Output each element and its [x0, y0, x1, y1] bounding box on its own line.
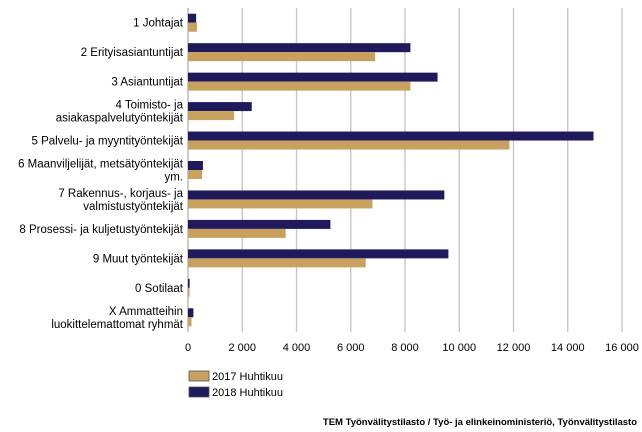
- bar-2018-huhtikuu: [188, 43, 411, 53]
- bar-2017-huhtikuu: [188, 22, 197, 32]
- x-tick-label: 10 000: [442, 342, 476, 354]
- bar-2017-huhtikuu: [188, 258, 366, 268]
- bar-2017-huhtikuu: [188, 140, 510, 150]
- x-axis: 0 2 000 4 000 6 000 8 000 10 000 12 000 14 000 1…: [185, 342, 639, 354]
- bar-2017-huhtikuu: [188, 317, 192, 327]
- bar-2017-huhtikuu: [188, 228, 286, 238]
- bar-2018-huhtikuu: [188, 161, 203, 170]
- category-label-line: 6 Maanviljelijät, metsätyöntekijät: [18, 159, 184, 171]
- category-label: 3 Asiantuntijat: [111, 77, 183, 89]
- category-label: 1 Johtajat: [133, 18, 184, 30]
- bar-2018-huhtikuu: [188, 278, 190, 288]
- bar-2018-huhtikuu: [188, 13, 197, 23]
- x-tick-label: 14 000: [551, 342, 585, 354]
- x-tick-label: 8 000: [391, 342, 419, 354]
- source-note: TEM Työnvälitystilasto / Työ- ja elinkei…: [323, 417, 637, 428]
- x-tick-label: 0: [185, 342, 191, 354]
- bar-2017-huhtikuu: [188, 52, 376, 62]
- bar-2018-huhtikuu: [188, 72, 438, 82]
- bars: [188, 13, 594, 327]
- gridlines: [187, 8, 623, 332]
- category-label: 0 Sotilaat: [135, 283, 184, 295]
- bar-2018-huhtikuu: [188, 102, 252, 112]
- category-label-line: luokittelemattomat ryhmät: [51, 319, 183, 331]
- category-label-line: 4 Toimisto- ja: [115, 100, 183, 112]
- category-label-line: 0 Sotilaat: [135, 283, 184, 295]
- category-label: 8 Prosessi- ja kuljetustyöntekijät: [19, 224, 183, 236]
- legend-label: 2018 Huhtikuu: [212, 387, 283, 399]
- category-label-line: 3 Asiantuntijat: [111, 77, 183, 89]
- category-label: X Ammatteihin luokittelemattomat ryhmät: [51, 306, 183, 331]
- bar-2017-huhtikuu: [188, 199, 373, 209]
- x-tick-label: 6 000: [337, 342, 365, 354]
- category-label: 6 Maanviljelijät, metsätyöntekijät ym.: [18, 159, 184, 184]
- category-label-line: 5 Palvelu- ja myyntityöntekijät: [32, 136, 184, 148]
- bar-2017-huhtikuu: [188, 111, 235, 121]
- bar-2017-huhtikuu: [188, 287, 190, 297]
- category-labels: 1 Johtajat 2 Erityisasiantuntijat 3 Asiant…: [18, 18, 184, 331]
- legend: 2017 Huhtikuu 2018 Huhtikuu: [188, 370, 283, 399]
- bar-2018-huhtikuu: [188, 249, 449, 259]
- category-label-line: 1 Johtajat: [133, 18, 184, 30]
- x-tick-label: 12 000: [497, 342, 531, 354]
- category-label: 2 Erityisasiantuntijat: [81, 47, 184, 59]
- bar-2017-huhtikuu: [188, 170, 203, 179]
- category-label-line: X Ammatteihin: [109, 306, 183, 318]
- category-label-line: asiakaspalvelutyöntekijät: [56, 113, 184, 125]
- category-label-line: 9 Muut työntekijät: [93, 253, 184, 265]
- category-label-line: 8 Prosessi- ja kuljetustyöntekijät: [19, 224, 183, 236]
- category-label: 9 Muut työntekijät: [93, 253, 184, 265]
- category-label-line: valmistustyöntekijät: [83, 201, 184, 213]
- x-tick-label: 2 000: [228, 342, 256, 354]
- category-label-line: 2 Erityisasiantuntijat: [81, 47, 184, 59]
- category-label: 7 Rakennus-, korjaus- ja valmistustyöntek…: [58, 188, 183, 213]
- x-tick-label: 4 000: [283, 342, 311, 354]
- bar-2018-huhtikuu: [188, 308, 194, 318]
- x-tick-label: 16 000: [605, 342, 639, 354]
- bar-2017-huhtikuu: [188, 81, 411, 91]
- category-label: 5 Palvelu- ja myyntityöntekijät: [32, 136, 184, 148]
- bar-2018-huhtikuu: [188, 219, 331, 229]
- category-label: 4 Toimisto- ja asiakaspalvelutyöntekijät: [56, 100, 184, 125]
- bar-2018-huhtikuu: [188, 131, 594, 141]
- category-label-line: ym.: [164, 172, 183, 184]
- category-label-line: 7 Rakennus-, korjaus- ja: [58, 188, 183, 200]
- legend-label: 2017 Huhtikuu: [212, 371, 283, 383]
- bar-2018-huhtikuu: [188, 190, 445, 200]
- legend-swatch: [188, 370, 210, 382]
- legend-swatch: [188, 386, 210, 398]
